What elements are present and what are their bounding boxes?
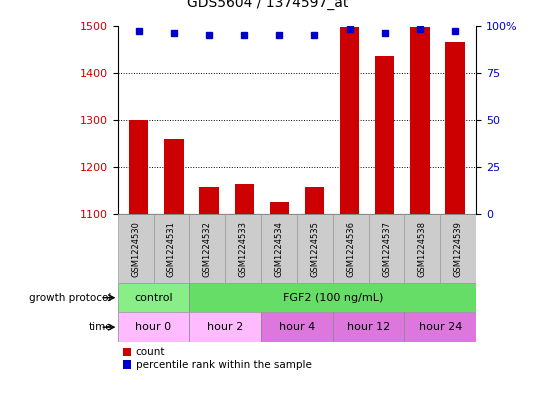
Text: GSM1224534: GSM1224534: [274, 220, 284, 277]
Text: hour 24: hour 24: [418, 322, 462, 332]
Bar: [375, 56, 394, 214]
Bar: [200, 187, 219, 214]
Bar: [410, 27, 430, 214]
Text: hour 0: hour 0: [135, 322, 172, 332]
Bar: [225, 214, 261, 283]
Bar: [189, 214, 225, 283]
Bar: [118, 283, 189, 312]
Text: count: count: [135, 347, 165, 357]
Bar: [118, 312, 189, 342]
Text: hour 2: hour 2: [207, 322, 243, 332]
Text: GSM1224537: GSM1224537: [382, 220, 391, 277]
Bar: [189, 283, 476, 312]
Bar: [404, 214, 440, 283]
Text: FGF2 (100 ng/mL): FGF2 (100 ng/mL): [282, 293, 383, 303]
Text: GSM1224531: GSM1224531: [167, 220, 176, 277]
Text: hour 4: hour 4: [279, 322, 315, 332]
Text: GSM1224535: GSM1224535: [310, 220, 319, 277]
Bar: [369, 214, 404, 283]
Text: GSM1224536: GSM1224536: [346, 220, 355, 277]
Bar: [164, 139, 184, 214]
Bar: [270, 202, 289, 214]
Text: GDS5604 / 1374597_at: GDS5604 / 1374597_at: [187, 0, 348, 10]
Bar: [118, 214, 154, 283]
Bar: [440, 214, 476, 283]
Bar: [189, 312, 261, 342]
Text: growth protocol: growth protocol: [29, 293, 112, 303]
Text: GSM1224539: GSM1224539: [454, 220, 463, 277]
Text: GSM1224538: GSM1224538: [418, 220, 427, 277]
Bar: [404, 312, 476, 342]
Bar: [333, 312, 404, 342]
Bar: [333, 214, 369, 283]
Text: time: time: [88, 322, 112, 332]
Bar: [261, 214, 297, 283]
Text: percentile rank within the sample: percentile rank within the sample: [135, 360, 311, 370]
Bar: [446, 42, 465, 214]
Text: control: control: [134, 293, 173, 303]
Bar: [154, 214, 189, 283]
Text: GSM1224530: GSM1224530: [131, 220, 140, 277]
Bar: [129, 120, 148, 214]
Text: GSM1224533: GSM1224533: [239, 220, 248, 277]
Text: GSM1224532: GSM1224532: [203, 220, 212, 277]
Bar: [234, 184, 254, 214]
Text: hour 12: hour 12: [347, 322, 390, 332]
Bar: [305, 187, 324, 214]
Bar: [297, 214, 333, 283]
Bar: [340, 27, 360, 214]
Bar: [261, 312, 333, 342]
